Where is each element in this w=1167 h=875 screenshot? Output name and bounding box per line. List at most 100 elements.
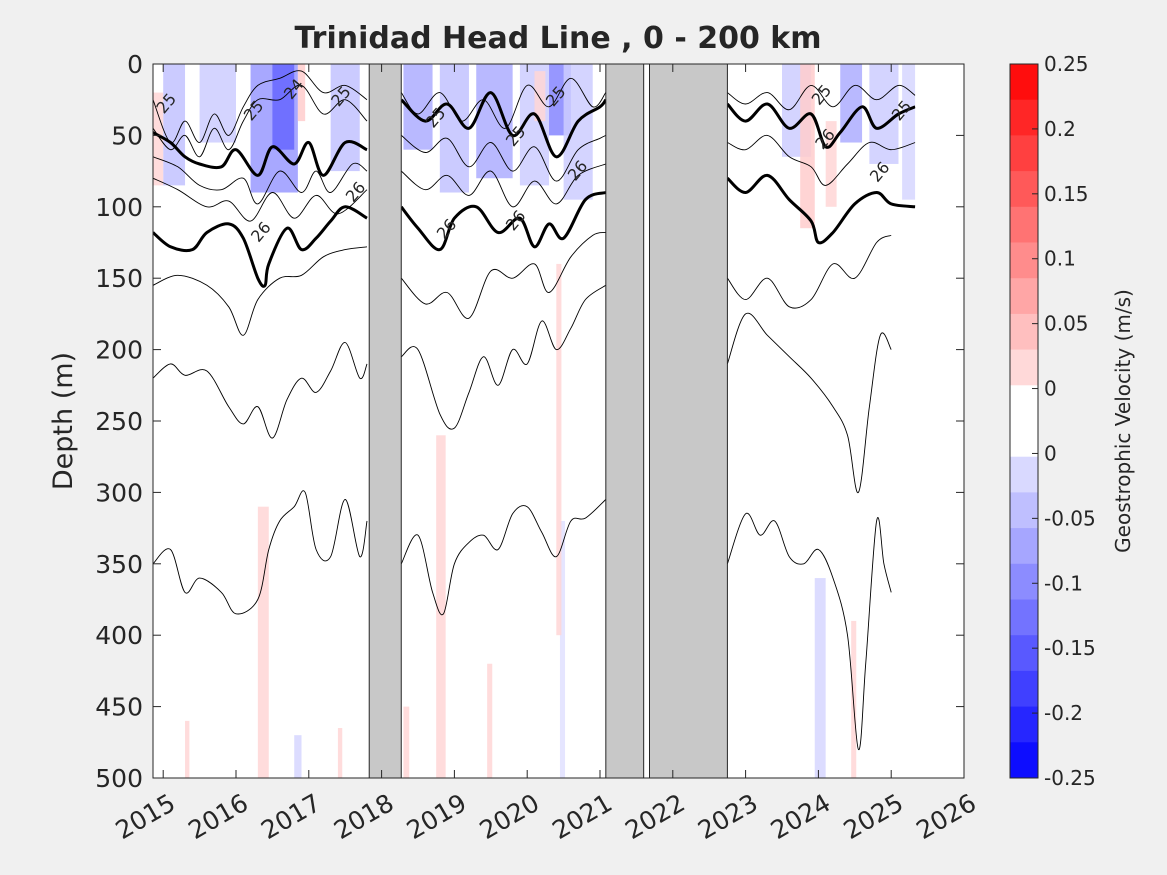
- velocity-patch: [294, 735, 302, 778]
- no-data-region: [915, 64, 964, 778]
- x-tick-label: 2020: [475, 788, 545, 845]
- colorbar-tick-label: -0.25: [1044, 766, 1096, 790]
- colorbar: 0.25 0.2 0.15 0.1 0.05 0 0 -0.05 -0.1 -0.15 -0.2 -0…: [1009, 52, 1096, 790]
- velocity-patch: [902, 64, 916, 200]
- colorbar-cell: [1010, 242, 1038, 279]
- y-tick-label: 500: [95, 764, 143, 793]
- colorbar-tick-label: 0: [1044, 441, 1057, 465]
- contour-line: [727, 134, 916, 186]
- colorbar-tick-label: 0.05: [1044, 312, 1089, 336]
- x-tick-label: 2017: [256, 788, 326, 845]
- contour-line: [153, 84, 368, 158]
- colorbar-tick-label: 0.15: [1044, 182, 1089, 206]
- velocity-patch: [814, 578, 826, 778]
- contour-line: [726, 173, 916, 245]
- x-tick-label: 2023: [693, 788, 763, 845]
- velocity-patch: [439, 64, 469, 193]
- contour-line: [400, 499, 607, 616]
- colorbar-cell: [1010, 742, 1038, 779]
- colorbar-frame: [1009, 63, 1039, 779]
- velocity-patch: [163, 64, 186, 186]
- contour-line: [727, 84, 916, 111]
- contour-line: [153, 70, 368, 144]
- velocity-patch: [337, 728, 343, 778]
- colorbar-tick-label: 0.1: [1044, 247, 1076, 271]
- colorbar-cell: [1010, 563, 1038, 600]
- colorbar-cell: [1010, 492, 1038, 529]
- y-tick-label: 450: [95, 693, 143, 722]
- velocity-patch: [185, 720, 190, 778]
- velocity-patch: [825, 121, 837, 207]
- velocity-patch: [297, 64, 306, 122]
- y-tick-label: 200: [95, 336, 143, 365]
- x-tick-label: 2018: [329, 788, 399, 845]
- colorbar-cell: [1010, 171, 1038, 208]
- chart-title: Trinidad Head Line , 0 - 200 km: [294, 21, 821, 56]
- x-tick-label: 2015: [111, 788, 181, 845]
- x-tick-label: 2016: [183, 788, 253, 845]
- velocity-patch: [559, 520, 566, 778]
- colorbar-cell: [1010, 99, 1038, 136]
- velocity-patch: [272, 64, 295, 150]
- contour-line: [401, 284, 607, 430]
- contour-line: [153, 246, 368, 336]
- colorbar-cell: [1010, 528, 1038, 565]
- y-tick-label: 300: [95, 478, 143, 507]
- velocity-patch: [199, 64, 236, 143]
- isopycnal-contours: [153, 70, 916, 750]
- colorbar-tick-label: -0.2: [1044, 701, 1083, 725]
- colorbar-label: Geostrophic Velocity (m/s): [1111, 289, 1135, 553]
- contour-line: [153, 342, 368, 439]
- colorbar-cell: [1010, 385, 1038, 422]
- no-data-gaps: [368, 63, 728, 779]
- velocity-patch: [330, 64, 360, 172]
- velocity-patch: [476, 64, 513, 179]
- colorbar-cell: [1010, 206, 1038, 243]
- colorbar-cell: [1010, 670, 1038, 708]
- colorbar-cell: [1010, 278, 1038, 315]
- velocity-patch: [800, 64, 815, 229]
- x-tick-label: 2019: [402, 788, 472, 845]
- y-tick-label: 50: [111, 121, 143, 150]
- y-axis-ticks: 0 50 100 150 200 250 300 350 400 450 500: [95, 50, 964, 793]
- y-tick-label: 400: [95, 621, 143, 650]
- data-gap: [649, 63, 728, 779]
- y-tick-label: 250: [95, 407, 143, 436]
- velocity-patch: [257, 506, 269, 778]
- colorbar-cell: [1010, 706, 1038, 743]
- contour-line: [726, 312, 892, 493]
- colorbar-tick-label: -0.1: [1044, 571, 1083, 595]
- contour-line: [400, 191, 607, 252]
- x-tick-label: 2022: [620, 788, 690, 845]
- velocity-patch: [436, 435, 446, 778]
- colorbar-cell: [1010, 313, 1038, 351]
- x-tick-label: 2021: [547, 788, 617, 845]
- colorbar-tick-label: 0: [1044, 377, 1057, 401]
- colorbar-cell: [1010, 421, 1038, 458]
- colorbar-tick-label: 0.2: [1044, 117, 1076, 141]
- y-tick-label: 150: [95, 264, 143, 293]
- colorbar-cell: [1010, 456, 1038, 493]
- x-tick-label: 2025: [839, 788, 909, 845]
- y-tick-label: 100: [95, 193, 143, 222]
- data-gap: [368, 63, 402, 779]
- velocity-patch: [563, 64, 593, 200]
- y-tick-label: 0: [127, 50, 143, 79]
- x-tick-label: 2024: [766, 788, 836, 845]
- velocity-patch: [487, 663, 493, 778]
- colorbar-cell: [1010, 349, 1038, 386]
- contour-line: [401, 163, 606, 208]
- y-tick-label: 350: [95, 550, 143, 579]
- data-gap: [605, 63, 645, 779]
- velocity-field: [153, 64, 916, 778]
- y-axis-label: Depth (m): [48, 352, 79, 490]
- contour-line: [153, 205, 368, 288]
- colorbar-cell: [1010, 64, 1038, 101]
- contour-line: [153, 177, 368, 222]
- x-tick-label: 2026: [911, 788, 981, 845]
- contour-line: [401, 134, 607, 182]
- velocity-patch: [534, 71, 546, 122]
- contour-line: [153, 156, 368, 205]
- contour-line: [726, 512, 892, 750]
